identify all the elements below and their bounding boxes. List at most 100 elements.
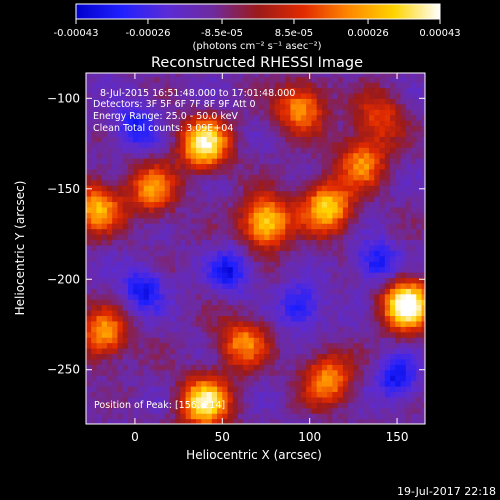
heatmap-cell xyxy=(353,348,360,355)
heatmap-cell xyxy=(133,304,140,311)
heatmap-cell xyxy=(274,348,281,355)
heatmap-cell xyxy=(112,201,119,208)
heatmap-cell xyxy=(290,396,297,403)
heatmap-cell xyxy=(306,255,313,262)
heatmap-cell xyxy=(112,152,119,159)
heatmap-cell xyxy=(374,73,381,78)
heatmap-cell xyxy=(353,396,360,403)
heatmap-cell xyxy=(421,244,425,251)
heatmap-cell xyxy=(206,320,213,327)
heatmap-cell xyxy=(327,136,333,143)
heatmap-cell xyxy=(411,337,417,344)
heatmap-cell xyxy=(196,310,202,317)
heatmap-cell xyxy=(274,190,281,197)
heatmap-cell xyxy=(369,98,375,105)
heatmap-cell xyxy=(411,103,417,110)
heatmap-cell xyxy=(96,234,103,241)
heatmap-cell xyxy=(164,223,171,230)
heatmap-cell xyxy=(321,396,328,403)
heatmap-cell xyxy=(122,152,129,159)
heatmap-cell xyxy=(363,293,370,300)
heatmap-cell xyxy=(148,103,155,110)
heatmap-cell xyxy=(374,402,381,409)
heatmap-cell xyxy=(306,120,313,127)
heatmap-cell xyxy=(290,348,297,355)
heatmap-cell xyxy=(106,158,113,165)
heatmap-cell xyxy=(300,293,307,300)
heatmap-cell xyxy=(316,310,323,317)
heatmap-cell xyxy=(348,342,354,349)
heatmap-cell xyxy=(164,201,171,208)
heatmap-cell xyxy=(175,250,181,257)
heatmap-cell xyxy=(374,358,381,365)
heatmap-cell xyxy=(201,87,208,94)
heatmap-cell xyxy=(321,272,328,279)
heatmap-cell xyxy=(400,174,407,181)
heatmap-cell xyxy=(211,212,218,219)
heatmap-cell xyxy=(390,244,396,251)
heatmap-cell xyxy=(96,337,103,344)
heatmap-cell xyxy=(285,228,292,235)
heatmap-cell xyxy=(253,407,260,414)
heatmap-cell xyxy=(358,386,365,393)
heatmap-cell xyxy=(321,73,328,78)
heatmap-cell xyxy=(185,380,192,387)
heatmap-cell xyxy=(384,125,391,132)
heatmap-cell xyxy=(106,125,113,132)
heatmap-cell xyxy=(91,87,98,94)
heatmap-cell xyxy=(306,136,313,143)
heatmap-cell xyxy=(180,380,187,387)
heatmap-cell xyxy=(127,196,134,203)
heatmap-cell xyxy=(227,76,234,83)
heatmap-cell xyxy=(86,201,92,208)
heatmap-cell xyxy=(206,261,213,268)
heatmap-cell xyxy=(332,73,339,78)
heatmap-cell xyxy=(211,76,218,83)
heatmap-cell xyxy=(311,130,318,137)
heatmap-cell xyxy=(311,315,318,322)
heatmap-cell xyxy=(416,206,423,213)
heatmap-cell xyxy=(106,407,113,414)
heatmap-cell xyxy=(222,348,229,355)
heatmap-cell xyxy=(274,272,281,279)
heatmap-cell xyxy=(112,304,119,311)
heatmap-cell xyxy=(106,190,113,197)
heatmap-cell xyxy=(106,73,113,78)
heatmap-cell xyxy=(264,266,271,273)
heatmap-cell xyxy=(395,364,402,371)
heatmap-cell xyxy=(269,234,276,241)
heatmap-cell xyxy=(122,342,129,349)
heatmap-cell xyxy=(196,261,202,268)
heatmap-cell xyxy=(321,342,328,349)
heatmap-cell xyxy=(159,266,166,273)
heatmap-cell xyxy=(300,386,307,393)
heatmap-cell xyxy=(395,337,402,344)
heatmap-cell xyxy=(405,380,412,387)
heatmap-cell xyxy=(217,288,223,295)
heatmap-cell xyxy=(159,174,166,181)
heatmap-cell xyxy=(217,353,223,360)
heatmap-cell xyxy=(154,375,160,382)
heatmap-cell xyxy=(112,244,119,251)
heatmap-cell xyxy=(248,402,255,409)
heatmap-cell xyxy=(311,402,318,409)
heatmap-cell xyxy=(148,369,155,376)
heatmap-cell xyxy=(258,288,265,295)
heatmap-cell xyxy=(101,348,108,355)
heatmap-cell xyxy=(122,190,129,197)
heatmap-cell xyxy=(421,201,425,208)
heatmap-cell xyxy=(285,120,292,127)
heatmap-cell xyxy=(138,114,145,121)
heatmap-cell xyxy=(290,272,297,279)
heatmap-cell xyxy=(411,98,417,105)
heatmap-cell xyxy=(411,282,417,289)
heatmap-cell xyxy=(348,407,354,414)
heatmap-cell xyxy=(232,87,239,94)
heatmap-cell xyxy=(143,212,150,219)
heatmap-cell xyxy=(159,331,166,338)
heatmap-cell xyxy=(227,190,234,197)
heatmap-cell xyxy=(143,73,150,78)
heatmap-cell xyxy=(342,396,349,403)
heatmap-cell xyxy=(421,396,425,403)
heatmap-cell xyxy=(133,201,140,208)
